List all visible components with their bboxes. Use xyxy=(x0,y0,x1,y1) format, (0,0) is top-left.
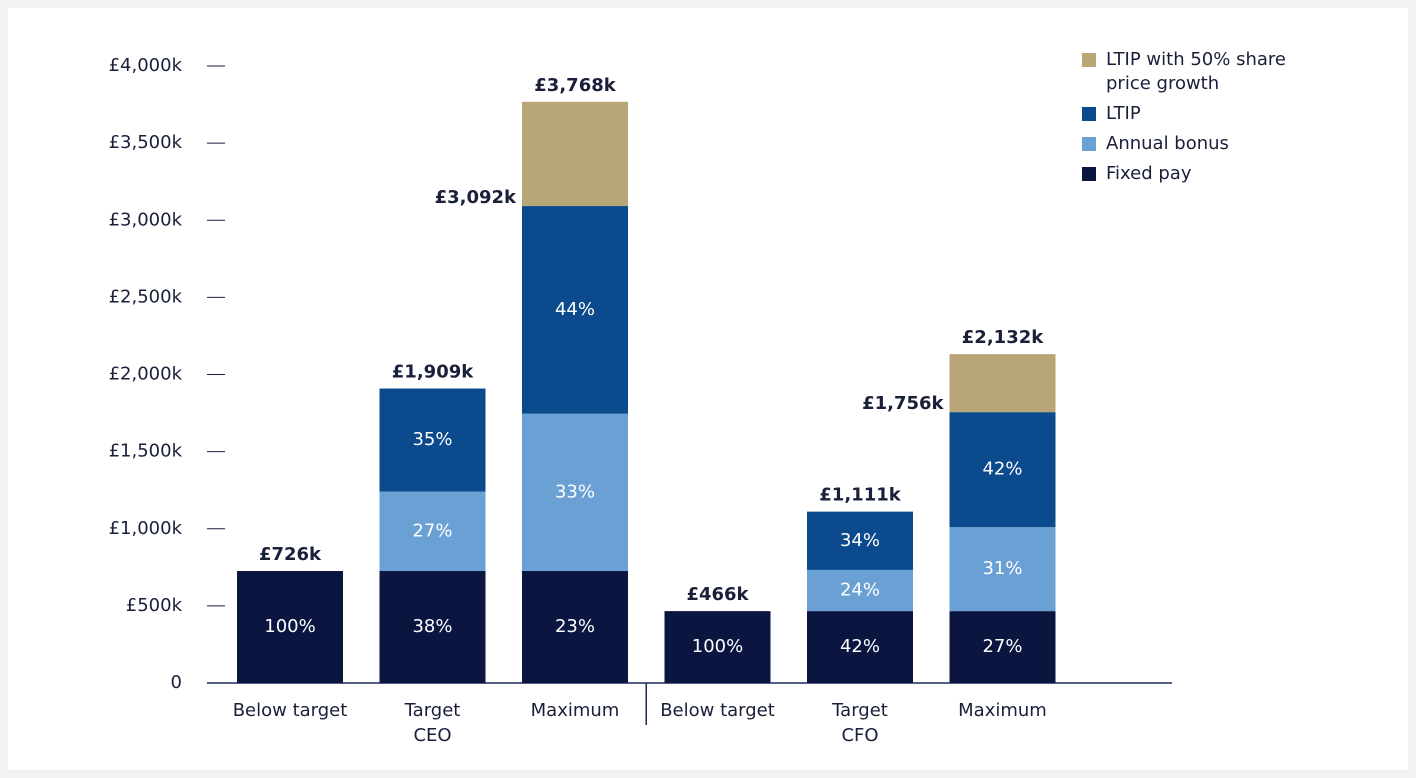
x-tick-label: Below target xyxy=(233,700,348,721)
segment-label: 44% xyxy=(555,299,595,320)
bar-segment xyxy=(522,413,628,572)
x-tick-label: Below target xyxy=(660,700,775,721)
x-tick-label: Maximum xyxy=(958,700,1047,721)
legend: LTIP with 50% share price growth LTIP Annu… xyxy=(1082,48,1312,192)
legend-swatch xyxy=(1082,137,1096,151)
segment-label: 33% xyxy=(555,481,595,502)
bar-segment xyxy=(807,511,913,570)
bar-segment xyxy=(522,571,628,683)
x-tick-label: Target xyxy=(404,700,461,721)
y-tick-label: £2,000k xyxy=(109,364,183,385)
segment-label: 24% xyxy=(840,580,880,601)
bar-segment xyxy=(807,611,913,683)
bar-segment xyxy=(379,388,486,492)
legend-item: LTIP with 50% share price growth xyxy=(1082,48,1312,96)
bar-segment xyxy=(949,527,1056,612)
legend-label: LTIP xyxy=(1106,103,1141,124)
bar-segment xyxy=(237,571,343,683)
bar-segment xyxy=(807,569,913,612)
bar-segment xyxy=(949,354,1056,413)
bar-segment xyxy=(379,571,486,683)
legend-swatch xyxy=(1082,167,1096,181)
segment-label: 100% xyxy=(692,636,743,657)
legend-label: LTIP with 50% share price growth xyxy=(1106,49,1286,94)
total-label: £726k xyxy=(259,544,322,565)
y-tick-label: £500k xyxy=(126,595,183,616)
bar-segment xyxy=(949,412,1056,528)
x-tick-label: Target xyxy=(831,700,888,721)
legend-swatch xyxy=(1082,53,1096,67)
y-tick-label: £3,500k xyxy=(109,132,183,153)
legend-item: Annual bonus xyxy=(1082,132,1312,156)
segment-label: 42% xyxy=(840,636,880,657)
bar-segment xyxy=(522,206,628,414)
y-tick-label: 0 xyxy=(171,672,182,693)
subtotal-label: £1,756k xyxy=(862,393,944,414)
y-tick-label: £1,500k xyxy=(109,441,183,462)
y-tick-label: £2,500k xyxy=(109,286,183,307)
legend-label: Fixed pay xyxy=(1106,163,1192,184)
total-label: £2,132k xyxy=(962,327,1044,348)
y-tick-label: £1,000k xyxy=(109,518,183,539)
bar-segment xyxy=(664,611,771,683)
legend-swatch xyxy=(1082,107,1096,121)
segment-label: 42% xyxy=(982,459,1022,480)
bar-segment xyxy=(379,491,486,572)
total-label: £466k xyxy=(686,584,749,605)
segment-label: 23% xyxy=(555,616,595,637)
segment-label: 27% xyxy=(412,520,452,541)
segment-label: 34% xyxy=(840,530,880,551)
x-tick-label: Maximum xyxy=(531,700,620,721)
bar-segment xyxy=(949,611,1056,683)
total-label: £1,909k xyxy=(392,362,474,383)
legend-label: Annual bonus xyxy=(1106,133,1229,154)
total-label: £3,768k xyxy=(534,75,616,96)
segment-label: 31% xyxy=(982,558,1022,579)
legend-item: LTIP xyxy=(1082,102,1312,126)
total-label: £1,111k xyxy=(819,485,901,506)
segment-label: 100% xyxy=(264,616,315,637)
group-label: CEO xyxy=(413,725,451,746)
legend-item: Fixed pay xyxy=(1082,162,1312,186)
y-tick-label: £3,000k xyxy=(109,209,183,230)
bar-segment xyxy=(522,101,628,207)
segment-label: 38% xyxy=(412,616,452,637)
subtotal-label: £3,092k xyxy=(435,187,517,208)
segment-label: 35% xyxy=(412,429,452,450)
segment-label: 27% xyxy=(982,636,1022,657)
y-tick-label: £4,000k xyxy=(109,55,183,76)
group-label: CFO xyxy=(841,725,878,746)
